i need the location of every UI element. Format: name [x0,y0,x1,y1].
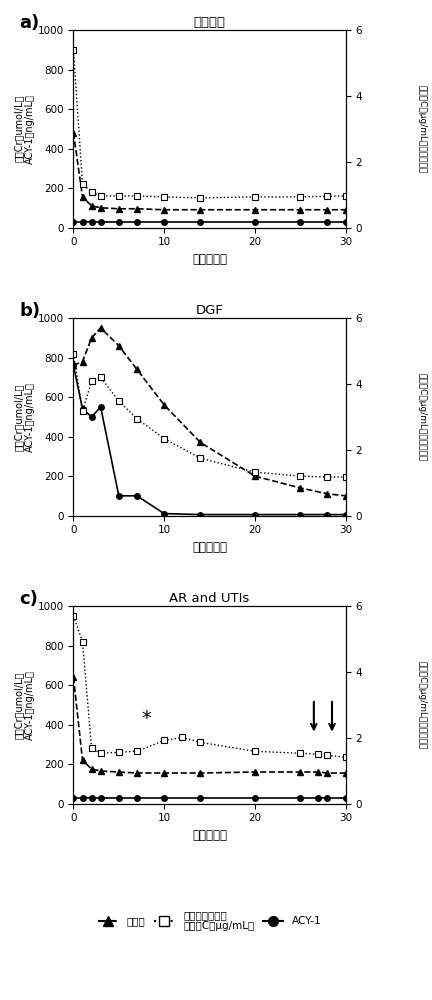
Title: 无并发症: 无并发症 [194,16,226,29]
X-axis label: 移植后天数: 移植后天数 [192,253,227,266]
Y-axis label: 血清Cr（umol/L）
ACY-1（ng/mL）: 血清Cr（umol/L） ACY-1（ng/mL） [13,94,35,164]
Title: AR and UTIs: AR and UTIs [169,592,250,605]
Y-axis label: 血清Cr（umol/L）
ACY-1（ng/mL）: 血清Cr（umol/L） ACY-1（ng/mL） [13,382,35,452]
Text: b): b) [19,302,40,320]
Y-axis label: 血清Cr（umol/L）
ACY-1（ng/mL）: 血清Cr（umol/L） ACY-1（ng/mL） [13,670,35,740]
X-axis label: 移植后天数: 移植后天数 [192,829,227,842]
Title: DGF: DGF [196,304,223,317]
Y-axis label: 环包素C（μg/mL）浓度谷値卡: 环包素C（μg/mL）浓度谷値卡 [417,85,426,173]
Text: *: * [141,709,151,728]
Text: a): a) [19,14,39,32]
Legend: 肌酸酝, 半胱氨酸蛋白酶
抑制剂C（μg/mL）, ACY-1: 肌酸酝, 半胱氨酸蛋白酶 抑制剂C（μg/mL）, ACY-1 [93,906,326,935]
X-axis label: 移植后天数: 移植后天数 [192,541,227,554]
Y-axis label: 环包素C（μg/mL）浓度谷値卡: 环包素C（μg/mL）浓度谷値卡 [417,661,426,749]
Text: c): c) [19,590,38,608]
Y-axis label: 环包素C（μg/mL）浓度谷値卡: 环包素C（μg/mL）浓度谷値卡 [417,373,426,461]
